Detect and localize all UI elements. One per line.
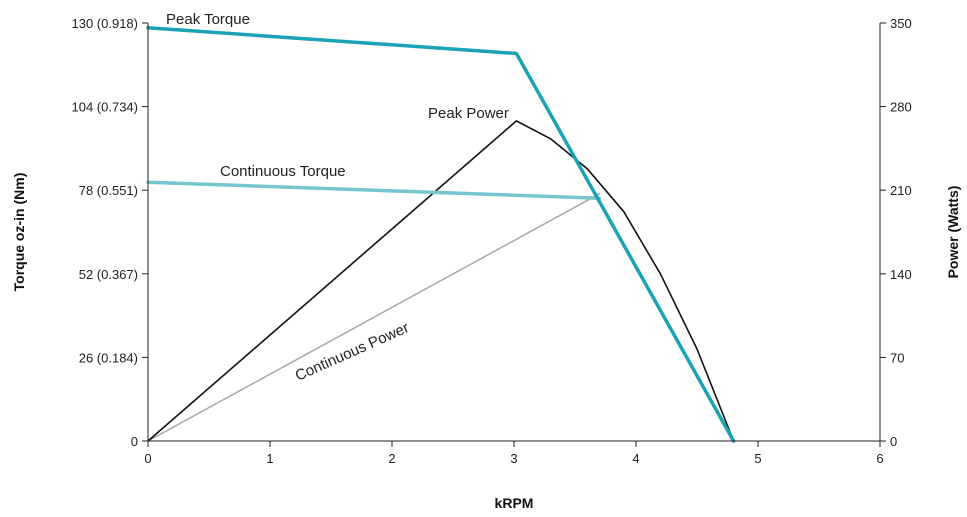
series-label-peak-power: Peak Power [428, 105, 509, 122]
y-left-tick-label: 130 (0.918) [72, 16, 139, 31]
x-tick-label: 0 [144, 451, 151, 466]
y-right-tick-label: 350 [890, 16, 912, 31]
y-left-tick-label: 0 [131, 434, 138, 449]
series-line-peak-torque [146, 26, 736, 443]
series-line-peak-power [147, 120, 735, 442]
series-label-peak-torque: Peak Torque [166, 11, 250, 28]
series-line-continuous-power [147, 193, 601, 442]
y-right-tick-label: 210 [890, 183, 912, 198]
series-layer [146, 26, 736, 443]
x-tick-label: 5 [754, 451, 761, 466]
y-left-tick-label: 104 (0.734) [72, 100, 139, 115]
series-label-continuous-torque: Continuous Torque [220, 163, 346, 180]
x-tick-label: 2 [388, 451, 395, 466]
y-right-tick-label: 0 [890, 434, 897, 449]
x-tick-label: 6 [876, 451, 883, 466]
x-axis-title: kRPM [495, 495, 534, 511]
x-tick-label: 4 [632, 451, 639, 466]
y-right-tick-label: 280 [890, 100, 912, 115]
series-line-continuous-torque [146, 180, 602, 200]
x-tick-label: 3 [510, 451, 517, 466]
y-left-tick-label: 26 (0.184) [79, 350, 138, 365]
y-left-tick-label: 78 (0.551) [79, 183, 138, 198]
y-left-tick-label: 52 (0.367) [79, 267, 138, 282]
left-axis-title: Torque oz-in (Nm) [11, 173, 27, 292]
right-axis-title: Power (Watts) [945, 186, 961, 279]
y-right-tick-label: 140 [890, 267, 912, 282]
x-tick-label: 1 [266, 451, 273, 466]
y-right-tick-label: 70 [890, 350, 904, 365]
